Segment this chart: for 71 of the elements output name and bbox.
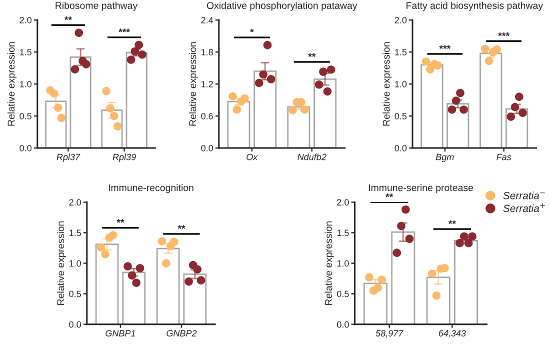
chart-title: Immune-recognition [108,184,194,194]
y-tick-label: 1.2 [201,80,213,88]
y-axis-title: Relative expression [188,42,198,126]
y-tick-label: 2.0 [337,199,349,206]
annotation: * [250,28,254,32]
y-tick-label: 0.5 [337,290,349,298]
legend-label: Serratia$^{+}$ [503,203,545,212]
x-tick-label: 64,343 [438,330,466,338]
y-tick-label: 1.5 [337,230,349,236]
x-tick-label: GNBP1 [106,330,136,336]
y-tick-label: 0.0 [201,144,213,152]
y-tick-label: 2.0 [69,199,81,206]
y-tick-label: 0.6 [201,112,213,120]
x-tick-label: 58,977 [376,330,404,338]
x-tick-label: Ox [246,154,258,160]
bar [314,78,337,148]
x-tick-label: GNBP2 [166,330,197,336]
x-tick-label: Rpl37 [56,154,80,162]
y-tick-label: 0.0 [337,321,349,328]
chart-title: Fatty acid biosynthesis pathway [406,2,543,11]
y-tick-label: 1.0 [395,80,407,88]
bar [480,52,502,148]
y-tick-label: 1.8 [201,48,213,56]
y-tick-label: 1.0 [337,260,349,267]
y-tick-label: 0.0 [394,144,407,152]
bar [454,240,478,324]
annotation: *** [498,32,510,36]
text: ** [386,193,394,198]
x-tick-label: Ndufb2 [298,154,326,160]
annotation: ** [448,220,456,224]
y-axis-title: Relative expression [7,42,17,126]
annotation: ** [308,53,316,57]
y-tick-label: 1.0 [69,260,81,267]
annotation: ** [64,16,72,20]
y-tick-label: 0.5 [394,112,407,120]
bar [156,248,180,324]
y-tick-label: 0.0 [20,144,32,152]
y-tick-label: 2.0 [394,16,407,24]
annotation: ** [116,219,124,223]
y-axis-title: Relative expression [382,42,392,126]
y-tick-label: 0.5 [20,112,32,120]
bar [426,276,450,324]
bar [254,70,277,148]
y-axis-title: Relative expression [56,221,66,305]
bar [420,64,444,148]
y-tick-label: 2.0 [20,16,32,24]
y-tick-label: 1.0 [20,80,32,88]
x-tick-label: Fas [496,154,512,160]
y-tick-label: 0.0 [69,321,81,328]
x-tick-label: Rpl39 [112,154,136,162]
bar [122,272,146,324]
legend-label: Serratia$^{−}$ [503,192,545,200]
bar [391,231,416,324]
chart-title: Ribosome pathway [56,2,138,11]
y-axis-title: Relative expression [324,221,334,305]
chart-title: Immune-serine protease [368,184,474,194]
chart-title: Oxidative phosphorylation pataway [206,2,358,11]
y-tick-label: 1.5 [20,49,32,56]
bar [126,52,148,148]
y-tick-label: 0.5 [69,290,81,298]
x-tick-label: Bgm [436,154,454,162]
bar [183,274,207,324]
annotation: *** [118,28,130,32]
y-tick-label: 2.4 [201,16,214,24]
bar [70,56,92,148]
annotation: *** [439,45,451,49]
bar [227,100,250,148]
annotation: ** [178,225,186,229]
y-tick-label: 1.5 [395,49,407,56]
bar [95,244,119,324]
y-tick-label: 1.5 [69,230,81,236]
